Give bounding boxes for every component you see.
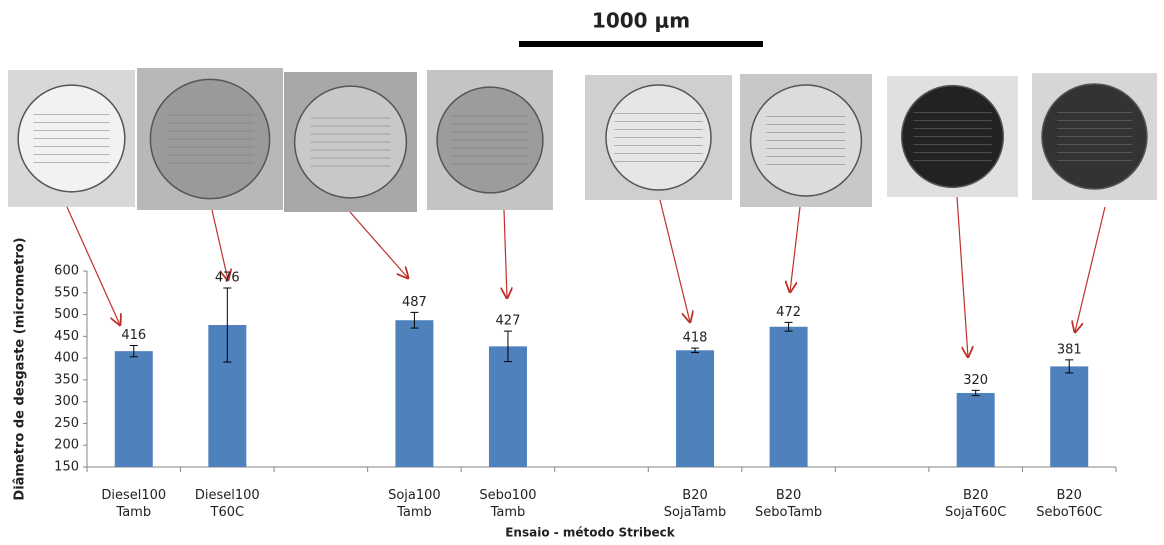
x-tick-label: B20 SojaT60C bbox=[929, 487, 1023, 521]
value-label: 472 bbox=[776, 305, 801, 320]
value-label: 476 bbox=[215, 270, 240, 285]
bar bbox=[957, 393, 995, 467]
bar bbox=[676, 350, 714, 467]
y-tick-label: 550 bbox=[54, 285, 79, 300]
arrow bbox=[957, 197, 968, 357]
bar bbox=[1050, 366, 1088, 467]
bar bbox=[395, 320, 433, 467]
y-tick-label: 300 bbox=[54, 394, 79, 409]
y-tick-label: 350 bbox=[54, 372, 79, 387]
y-tick-label: 200 bbox=[54, 438, 79, 453]
page: 1000 μm Diâmetro de desgaste (micrometro… bbox=[0, 0, 1164, 545]
arrow bbox=[1075, 207, 1105, 332]
chart: 1000 μm Diâmetro de desgaste (micrometro… bbox=[0, 0, 1164, 545]
arrow bbox=[790, 207, 800, 292]
x-axis-title: Ensaio - método Stribeck bbox=[505, 526, 676, 540]
bar bbox=[770, 327, 808, 467]
bar bbox=[489, 346, 527, 467]
y-tick-label: 500 bbox=[54, 307, 79, 322]
arrow bbox=[350, 212, 408, 278]
y-tick-label: 150 bbox=[54, 460, 79, 475]
x-tick-label: Sebo100 Tamb bbox=[461, 487, 555, 521]
value-label: 320 bbox=[963, 373, 988, 388]
y-tick-label: 450 bbox=[54, 329, 79, 344]
y-tick-label: 600 bbox=[54, 264, 79, 279]
y-axis-title: Diâmetro de desgaste (micrometro) bbox=[13, 237, 28, 500]
x-tick-label: Diesel100 T60C bbox=[180, 487, 274, 521]
scale-label: 1000 μm bbox=[592, 9, 690, 33]
bar bbox=[115, 351, 153, 467]
arrow bbox=[504, 210, 507, 298]
x-tick-label: B20 SojaTamb bbox=[648, 487, 742, 521]
arrow bbox=[660, 200, 690, 322]
value-label: 487 bbox=[402, 295, 427, 310]
value-label: 418 bbox=[683, 331, 708, 346]
x-tick-label: Soja100 Tamb bbox=[367, 487, 461, 521]
y-tick-label: 250 bbox=[54, 416, 79, 431]
x-tick-label: Diesel100 Tamb bbox=[87, 487, 181, 521]
value-label: 416 bbox=[121, 328, 146, 343]
value-label: 381 bbox=[1057, 342, 1082, 357]
value-label: 427 bbox=[496, 314, 521, 329]
y-tick-label: 400 bbox=[54, 351, 79, 366]
x-tick-label: B20 SeboTamb bbox=[742, 487, 836, 521]
x-tick-label: B20 SeboT60C bbox=[1022, 487, 1116, 521]
